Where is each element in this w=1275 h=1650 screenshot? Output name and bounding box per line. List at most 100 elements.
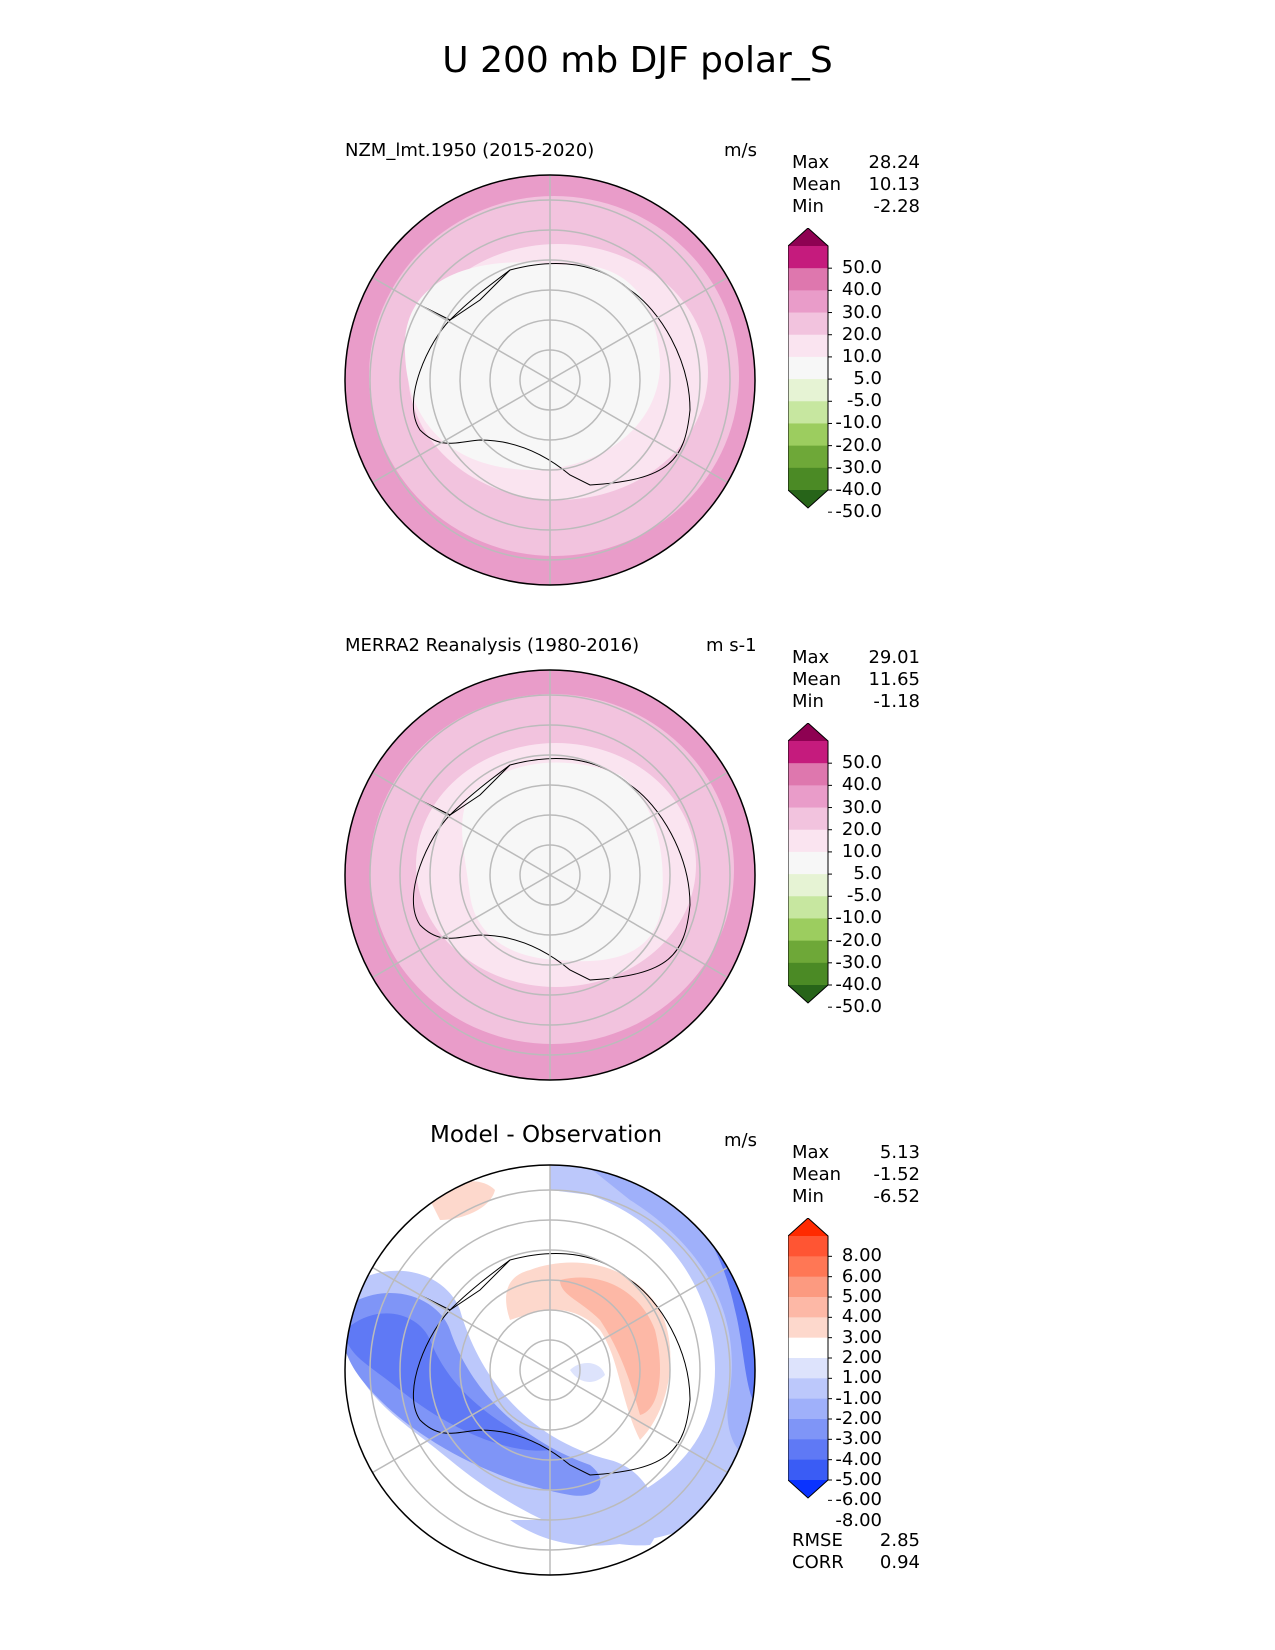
colorbar-tick-label: 6.00 xyxy=(841,1265,882,1287)
colorbar-tick-label: -2.00 xyxy=(835,1408,882,1429)
colorbar-swatch xyxy=(788,1276,828,1298)
colorbar-extend-top xyxy=(788,228,828,246)
max-value: 28.24 xyxy=(868,152,920,173)
colorbar-tick-label: -10.0 xyxy=(835,412,882,434)
max-label: Max xyxy=(792,1142,830,1163)
colorbar-tick-label: -50.0 xyxy=(835,501,882,523)
rmse-value: 2.85 xyxy=(879,1530,920,1551)
colorbar-tick-label: 4.00 xyxy=(841,1306,882,1328)
max-value: 29.01 xyxy=(868,647,920,668)
colorbar-tick-label: 8.00 xyxy=(841,1245,882,1267)
colorbar-tick-label: 40.0 xyxy=(841,774,882,796)
mean-label: Mean xyxy=(792,174,842,195)
colorbar-tick-label: 50.0 xyxy=(841,752,882,774)
min-value: -6.52 xyxy=(873,1186,920,1207)
colorbar-swatch xyxy=(788,423,828,447)
colorbar-tick-label: -20.0 xyxy=(835,929,882,951)
colorbar-tick-label: -8.00 xyxy=(835,1509,882,1531)
colorbar-tick-label: 40.0 xyxy=(841,279,882,301)
colorbar-extend-bottom xyxy=(788,1480,828,1498)
colorbar-tick-label: 20.0 xyxy=(841,818,882,840)
colorbar-swatch xyxy=(788,467,828,491)
colorbar-swatch xyxy=(788,874,828,897)
colorbar xyxy=(788,723,832,1008)
colorbar-swatch xyxy=(788,268,828,291)
polar-map xyxy=(344,174,756,586)
colorbar-tick-label: 2.00 xyxy=(841,1347,882,1368)
min-value: -2.28 xyxy=(873,196,920,217)
colorbar-swatch xyxy=(788,1317,828,1339)
colorbar-swatch xyxy=(788,807,828,831)
corr-value: 0.94 xyxy=(879,1552,920,1573)
colorbar-tick-label: 10.0 xyxy=(841,345,882,367)
colorbar-swatch xyxy=(788,763,828,786)
colorbar-swatch xyxy=(788,1297,828,1318)
stats-box: Max 5.13 Mean -1.52 Min -6.52 xyxy=(792,1142,920,1208)
rmse-label: RMSE xyxy=(792,1530,843,1551)
colorbar-swatch xyxy=(788,1419,828,1440)
colorbar-tick-label: -30.0 xyxy=(835,951,882,973)
colorbar-swatch xyxy=(788,1337,828,1359)
colorbar-swatch xyxy=(788,356,828,380)
colorbar-swatch xyxy=(788,785,828,809)
colorbar-tick-label: -10.0 xyxy=(835,907,882,929)
colorbar-swatch xyxy=(788,851,828,875)
mean-label: Mean xyxy=(792,669,842,690)
colorbar-swatch xyxy=(788,741,828,764)
polar-map xyxy=(344,669,756,1081)
min-label: Min xyxy=(792,196,824,217)
colorbar-tick-label: -30.0 xyxy=(835,456,882,478)
mean-label: Mean xyxy=(792,1164,842,1185)
colorbar-swatch xyxy=(788,829,828,853)
mean-value: -1.52 xyxy=(873,1164,920,1185)
colorbar-tick-label: 30.0 xyxy=(841,301,882,323)
colorbar-tick-label: 5.0 xyxy=(853,368,882,390)
colorbar xyxy=(788,1218,832,1501)
colorbar-extend-top xyxy=(788,1218,828,1236)
min-value: -1.18 xyxy=(873,691,920,712)
colorbar-tick-label: -40.0 xyxy=(835,974,882,995)
colorbar-tick-label: -5.0 xyxy=(846,390,882,412)
colorbar-extend-bottom xyxy=(788,490,828,508)
colorbar-swatch xyxy=(788,1358,828,1379)
panel-title: NZM_lmt.1950 (2015-2020) xyxy=(345,140,595,161)
colorbar-tick-label: -4.00 xyxy=(835,1448,882,1470)
colorbar-tick-label: 5.00 xyxy=(841,1286,882,1307)
colorbar-swatch xyxy=(788,1439,828,1461)
colorbar-tick-label: -5.0 xyxy=(846,885,882,907)
panel-title: Model - Observation xyxy=(430,1122,663,1148)
colorbar-extend-top xyxy=(788,723,828,741)
colorbar-swatch xyxy=(788,379,828,402)
colorbar-swatch xyxy=(788,246,828,269)
colorbar-swatch xyxy=(788,401,828,424)
colorbar-swatch xyxy=(788,445,828,469)
panel-units: m/s xyxy=(724,140,757,161)
figure-title: U 200 mb DJF polar_S xyxy=(442,40,833,81)
colorbar-tick-label: -3.00 xyxy=(835,1428,882,1450)
panel-title: MERRA2 Reanalysis (1980-2016) xyxy=(345,635,640,656)
colorbar-tick-label: -5.00 xyxy=(835,1469,882,1490)
colorbar-tick-label: 10.0 xyxy=(841,840,882,862)
colorbar-swatch xyxy=(788,290,828,314)
panel-model: NZM_lmt.1950 (2015-2020) m/s Max 28.24 Me… xyxy=(0,110,1275,590)
colorbar-swatch xyxy=(788,896,828,919)
corr-label: CORR xyxy=(792,1552,844,1573)
colorbar-swatch xyxy=(788,312,828,336)
colorbar xyxy=(788,228,832,513)
colorbar-swatch xyxy=(788,918,828,942)
colorbar-extend-bottom xyxy=(788,985,828,1003)
stats-box: Max 29.01 Mean 11.65 Min -1.18 xyxy=(792,647,920,713)
mean-value: 10.13 xyxy=(868,174,920,195)
colorbar-tick-label: -1.00 xyxy=(835,1387,882,1409)
colorbar-swatch xyxy=(788,1378,828,1400)
min-label: Min xyxy=(792,691,824,712)
colorbar-swatch xyxy=(788,1256,828,1278)
metrics-box: RMSE 2.85 CORR 0.94 xyxy=(792,1530,920,1574)
colorbar-swatch xyxy=(788,1459,828,1481)
colorbar-swatch xyxy=(788,1398,828,1420)
colorbar-tick-label: -40.0 xyxy=(835,479,882,500)
panel-difference: Model - Observation m/s xyxy=(0,1100,1275,1620)
colorbar-swatch xyxy=(788,1236,828,1257)
max-label: Max xyxy=(792,152,830,173)
stats-box: Max 28.24 Mean 10.13 Min -2.28 xyxy=(792,152,920,218)
